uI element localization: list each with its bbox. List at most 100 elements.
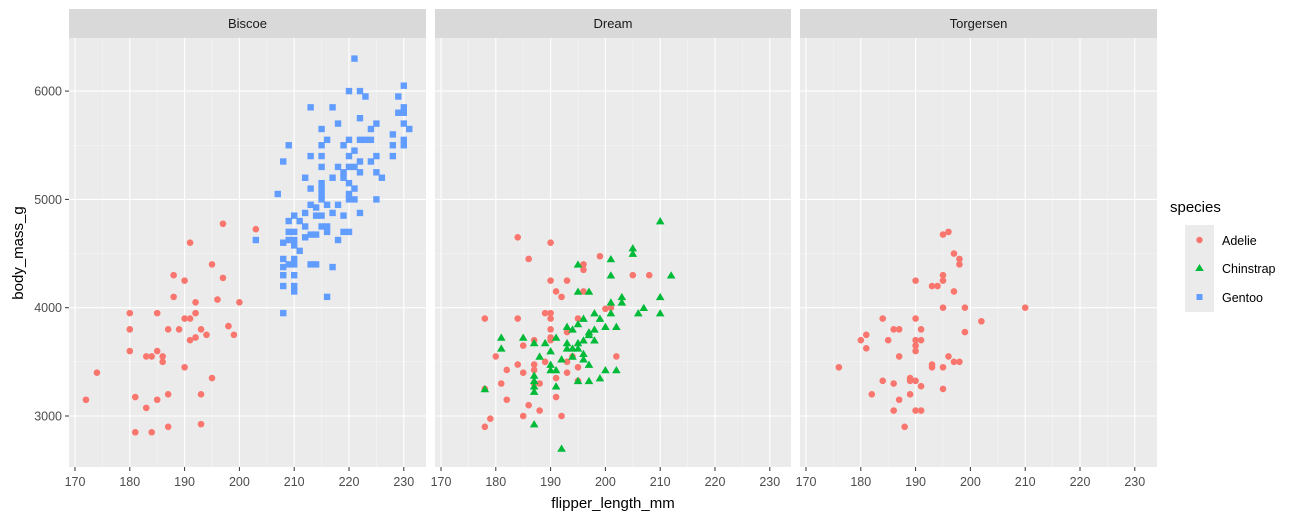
data-point-adelie xyxy=(186,315,194,322)
data-point-gentoo xyxy=(340,174,347,181)
data-point-adelie xyxy=(862,331,870,339)
data-point-adelie xyxy=(492,353,500,360)
data-point-adelie xyxy=(574,315,582,322)
data-point-gentoo xyxy=(334,163,342,171)
data-points xyxy=(82,55,413,436)
data-point-gentoo xyxy=(400,120,407,127)
data-point-chinstrap xyxy=(562,344,572,352)
data-point-gentoo xyxy=(307,185,314,192)
x-tick-label: 180 xyxy=(850,475,871,489)
data-point-gentoo xyxy=(323,223,331,230)
data-point-chinstrap xyxy=(595,314,605,322)
data-point-chinstrap xyxy=(557,355,566,363)
panel-torgersen: Torgersen xyxy=(800,9,1157,467)
data-point-gentoo xyxy=(291,272,298,279)
data-point-adelie xyxy=(192,309,199,317)
data-point-gentoo xyxy=(285,217,292,225)
data-point-adelie xyxy=(558,293,565,301)
data-point-gentoo xyxy=(280,272,287,279)
data-point-adelie xyxy=(879,377,887,385)
data-point-gentoo xyxy=(367,125,375,133)
data-point-gentoo xyxy=(280,282,287,290)
data-point-gentoo xyxy=(318,223,325,230)
data-point-chinstrap xyxy=(496,333,506,341)
data-point-adelie xyxy=(252,225,260,233)
data-point-gentoo xyxy=(312,231,320,238)
data-point-chinstrap xyxy=(595,374,605,382)
data-point-adelie xyxy=(607,304,615,312)
data-point-gentoo xyxy=(301,234,309,241)
data-point-gentoo xyxy=(351,185,358,192)
data-point-chinstrap xyxy=(655,217,665,225)
data-point-adelie xyxy=(879,315,887,322)
data-point-gentoo xyxy=(351,147,358,154)
facet-strip xyxy=(800,9,1157,38)
data-point-adelie xyxy=(536,407,543,414)
data-points xyxy=(480,217,676,452)
data-point-adelie xyxy=(596,252,604,260)
data-point-gentoo xyxy=(307,104,314,111)
data-point-adelie xyxy=(93,369,101,376)
data-point-gentoo xyxy=(280,255,287,263)
data-point-gentoo xyxy=(400,109,407,116)
data-point-chinstrap xyxy=(546,347,555,355)
data-point-adelie xyxy=(645,271,653,279)
data-point-adelie xyxy=(153,309,161,317)
data-point-adelie xyxy=(530,366,538,374)
data-point-gentoo xyxy=(318,212,325,219)
data-point-adelie xyxy=(912,336,919,344)
data-point-adelie xyxy=(236,298,243,306)
data-point-chinstrap xyxy=(551,333,561,341)
data-point-adelie xyxy=(961,304,969,312)
data-point-adelie xyxy=(956,255,963,263)
data-point-gentoo xyxy=(323,201,331,209)
data-point-gentoo xyxy=(285,228,292,236)
facet-strip xyxy=(69,9,426,38)
data-point-gentoo xyxy=(400,82,407,89)
data-point-gentoo xyxy=(334,120,342,127)
data-point-adelie xyxy=(170,293,177,301)
data-point-adelie xyxy=(835,363,843,371)
data-point-chinstrap xyxy=(562,322,572,330)
data-point-gentoo xyxy=(356,209,364,217)
data-point-adelie xyxy=(481,423,489,431)
data-point-chinstrap xyxy=(639,303,649,311)
data-point-gentoo xyxy=(373,169,380,176)
data-point-adelie xyxy=(613,353,620,360)
data-point-chinstrap xyxy=(557,444,566,452)
data-point-gentoo xyxy=(285,236,292,244)
data-point-gentoo xyxy=(301,209,309,217)
data-point-adelie xyxy=(912,315,919,322)
y-tick-label: 5000 xyxy=(34,193,62,207)
panel-background xyxy=(69,38,426,467)
data-point-adelie xyxy=(519,342,527,349)
x-tick-label: 230 xyxy=(759,475,780,489)
data-point-chinstrap xyxy=(590,336,599,344)
data-point-adelie xyxy=(208,261,216,268)
data-point-adelie xyxy=(514,315,522,322)
data-point-adelie xyxy=(175,326,183,333)
data-point-gentoo xyxy=(280,239,287,246)
data-point-chinstrap xyxy=(546,365,555,374)
data-point-adelie xyxy=(547,326,554,333)
data-point-gentoo xyxy=(351,55,358,62)
data-point-gentoo xyxy=(301,223,309,230)
data-point-chinstrap xyxy=(480,384,490,393)
x-tick-label: 170 xyxy=(796,475,817,489)
data-point-adelie xyxy=(541,309,549,317)
data-point-gentoo xyxy=(291,282,298,290)
legend-label-gentoo: Gentoo xyxy=(1222,291,1263,305)
data-point-gentoo xyxy=(329,174,336,181)
legend: species Adelie Chinstrap Gentoo xyxy=(1170,199,1276,312)
data-point-adelie xyxy=(503,396,511,404)
gridlines xyxy=(69,38,426,467)
data-point-gentoo xyxy=(345,163,353,171)
data-point-gentoo xyxy=(323,136,331,144)
data-point-adelie xyxy=(148,353,156,360)
data-point-chinstrap xyxy=(529,420,539,428)
data-point-adelie xyxy=(1021,304,1029,312)
data-point-gentoo xyxy=(340,142,347,149)
data-point-adelie xyxy=(939,271,947,279)
legend-key-adelie-circle-icon xyxy=(1196,236,1203,244)
data-point-adelie xyxy=(890,407,897,414)
